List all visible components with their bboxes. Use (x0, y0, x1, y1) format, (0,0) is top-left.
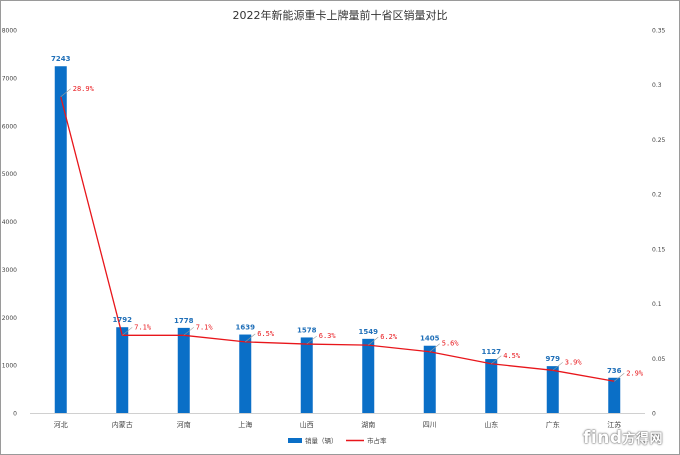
left-tick-label: 7000 (2, 75, 17, 82)
category-label: 江苏 (607, 420, 621, 429)
left-tick-label: 1000 (2, 363, 17, 370)
right-tick-label: 0.2 (652, 192, 662, 199)
bar-data-label: 979 (545, 355, 560, 363)
line-data-label: 5.6% (442, 340, 460, 348)
leader-line (183, 327, 194, 336)
category-label: 湖南 (361, 420, 375, 429)
right-tick-label: 0.05 (652, 356, 666, 363)
category-label: 山东 (484, 420, 498, 429)
right-tick-label: 0.35 (652, 28, 666, 35)
category-label: 河北 (54, 421, 68, 429)
line-data-label: 2.9% (626, 369, 644, 377)
bar (546, 366, 559, 413)
line-data-label: 4.5% (503, 352, 521, 360)
leader-line (552, 362, 563, 371)
category-label: 广东 (546, 420, 560, 429)
leader-line (60, 88, 71, 97)
line-data-label: 7.1% (196, 323, 214, 331)
leader-line (614, 373, 625, 382)
left-tick-label: 0 (13, 411, 17, 418)
bar (116, 327, 129, 413)
bar-series (54, 66, 621, 413)
legend: 销量（辆） 市占率 (288, 436, 387, 445)
line-series (60, 96, 615, 382)
bar-data-label: 1578 (297, 326, 317, 334)
bar-data-label: 1405 (420, 335, 440, 343)
category-label: 山西 (300, 420, 314, 429)
watermark-prefix: find (583, 428, 623, 448)
line-data-labels: 28.9% 7.1% 7.1% 6.5% 6.3% 6.2% 5.6% 4.5% 3.9% 2.9… (60, 85, 644, 382)
legend-label-bars: 销量（辆） (305, 436, 338, 445)
line-data-label: 6.3% (319, 332, 337, 340)
category-label: 上海 (238, 420, 252, 429)
line-path (60, 96, 615, 382)
category-label: 内蒙古 (112, 420, 133, 429)
right-tick-label: 0.25 (652, 137, 666, 144)
watermark: find方得网 (583, 428, 663, 448)
chart-title: 2022年新能源重卡上牌量前十省区销量对比 (233, 8, 448, 22)
bar (300, 337, 313, 413)
bar-data-label: 736 (607, 367, 622, 375)
bar-data-label: 1127 (482, 348, 502, 356)
bar-data-label: 1792 (113, 316, 133, 324)
right-tick-label: 0.1 (652, 301, 662, 308)
legend-swatch-bars (288, 438, 302, 443)
bar (239, 334, 252, 413)
line-data-label: 7.1% (134, 323, 152, 331)
leader-line (491, 355, 502, 364)
line-data-label: 6.5% (257, 330, 275, 338)
bar-data-label: 1549 (359, 328, 379, 336)
category-label: 河南 (177, 420, 191, 429)
left-tick-label: 8000 (2, 28, 17, 35)
leader-line (122, 327, 133, 336)
right-tick-label: 0.15 (652, 246, 666, 253)
bar (485, 359, 498, 413)
watermark-suffix: 方得网 (622, 432, 664, 447)
bar-data-label: 1778 (174, 317, 194, 325)
line-data-label: 6.2% (380, 333, 398, 341)
leader-line (368, 336, 379, 346)
bar-data-label: 7243 (51, 55, 71, 63)
leader-line (429, 343, 440, 352)
legend-label-line: 市占率 (367, 436, 387, 445)
left-tick-label: 2000 (2, 315, 17, 322)
bar (177, 327, 190, 413)
bar (54, 66, 67, 413)
right-tick-label: 0.3 (652, 82, 662, 89)
x-axis: 河北 内蒙古 河南 上海 山西 湖南 四川 山东 广东 江苏 (30, 413, 645, 429)
bar (608, 377, 621, 413)
left-axis: 0 1000 2000 3000 4000 5000 6000 7000 8000 (2, 28, 17, 418)
category-label: 四川 (423, 421, 437, 429)
left-tick-label: 4000 (2, 219, 17, 226)
leader-line (245, 333, 256, 343)
leader-line (306, 335, 317, 345)
left-tick-label: 6000 (2, 123, 17, 130)
bar-data-label: 1639 (236, 324, 256, 332)
right-axis: 0 0.05 0.1 0.15 0.2 0.25 0.3 0.35 (652, 28, 666, 418)
bar (362, 338, 375, 413)
left-tick-label: 5000 (2, 171, 17, 178)
bar-data-labels: 7243 1792 1778 1639 1578 1549 1405 1127 979 736 (51, 55, 622, 375)
line-data-label: 28.9% (73, 85, 95, 93)
left-tick-label: 3000 (2, 267, 17, 274)
line-data-label: 3.9% (565, 358, 583, 366)
right-tick-label: 0 (652, 411, 656, 418)
bar (423, 345, 436, 413)
